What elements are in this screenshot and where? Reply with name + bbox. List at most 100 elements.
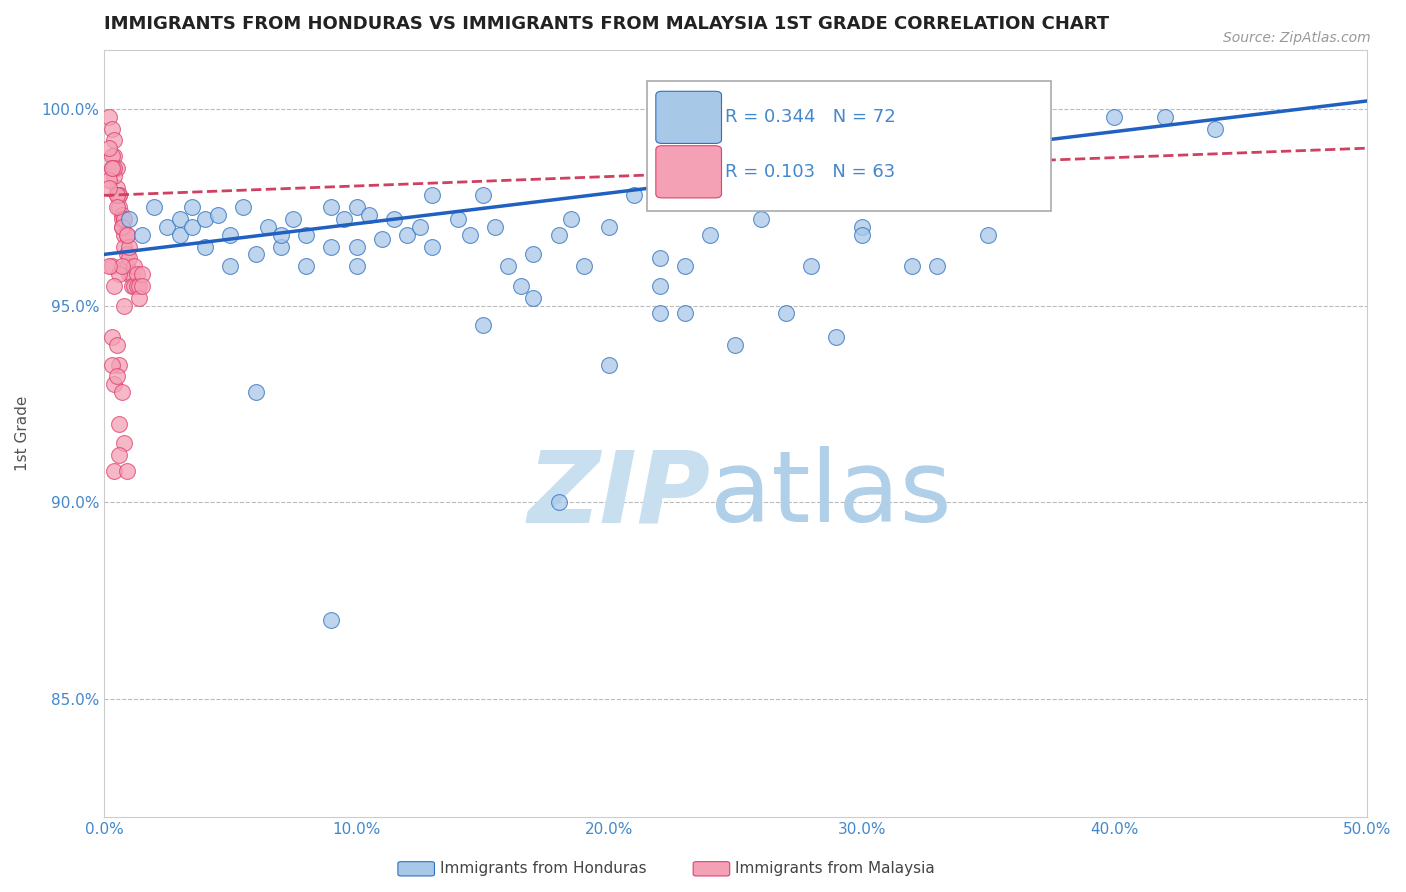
Point (100, 330, 122, 344)
Point (446, 212, 468, 227)
Point (111, 385, 134, 400)
Text: atlas: atlas (710, 446, 952, 543)
Point (112, 212, 135, 227)
Point (194, 212, 217, 227)
Point (346, 259, 368, 273)
Point (124, 278, 146, 293)
Point (100, 149, 122, 163)
Point (156, 219, 179, 234)
Point (232, 200, 254, 214)
Point (333, 212, 356, 227)
Point (245, 247, 267, 261)
Point (458, 227, 481, 242)
Point (98, 259, 121, 273)
Point (560, 212, 582, 227)
Point (598, 219, 620, 234)
Point (396, 227, 419, 242)
Point (115, 259, 138, 273)
Point (977, 227, 1000, 242)
Point (105, 369, 128, 384)
Point (825, 330, 848, 344)
Point (98, 172, 121, 186)
Point (219, 227, 242, 242)
Point (105, 161, 128, 175)
Point (496, 259, 519, 273)
Point (118, 212, 141, 227)
Point (901, 259, 924, 273)
Point (749, 212, 772, 227)
Point (169, 227, 191, 242)
Point (103, 464, 125, 478)
Point (420, 188, 443, 202)
Point (125, 267, 148, 281)
Point (118, 252, 141, 266)
Point (295, 259, 318, 273)
Point (105, 188, 128, 202)
Point (100, 161, 122, 175)
Point (124, 259, 146, 273)
Point (112, 212, 135, 227)
Point (169, 212, 191, 227)
Point (346, 200, 368, 214)
Point (118, 239, 141, 253)
Point (115, 227, 138, 242)
Point (775, 306, 797, 320)
Point (408, 219, 430, 234)
Point (98, 110, 121, 124)
Point (103, 169, 125, 183)
Point (111, 208, 134, 222)
Point (108, 188, 131, 202)
Point (283, 212, 305, 227)
Point (699, 227, 721, 242)
Point (547, 227, 569, 242)
Point (181, 200, 204, 214)
Point (509, 278, 531, 293)
FancyBboxPatch shape (655, 91, 721, 144)
Point (108, 188, 131, 202)
Point (108, 358, 131, 372)
Point (143, 200, 166, 214)
Point (112, 299, 135, 313)
Text: Immigrants from Honduras: Immigrants from Honduras (440, 862, 647, 876)
Point (100, 161, 122, 175)
Point (547, 495, 569, 509)
Point (1204, 121, 1226, 136)
Point (673, 259, 696, 273)
Point (623, 188, 645, 202)
Point (724, 188, 747, 202)
Point (851, 219, 873, 234)
Point (1102, 110, 1125, 124)
Point (108, 200, 131, 214)
Point (125, 278, 148, 293)
Text: IMMIGRANTS FROM HONDURAS VS IMMIGRANTS FROM MALAYSIA 1ST GRADE CORRELATION CHART: IMMIGRANTS FROM HONDURAS VS IMMIGRANTS F… (104, 15, 1109, 33)
Point (131, 278, 153, 293)
Point (128, 278, 150, 293)
Point (105, 338, 128, 352)
Point (598, 358, 620, 372)
Point (111, 219, 134, 234)
Point (103, 133, 125, 147)
Point (103, 377, 125, 392)
Point (673, 306, 696, 320)
Point (108, 417, 131, 431)
Point (131, 227, 153, 242)
Point (420, 239, 443, 253)
Point (346, 239, 368, 253)
Point (724, 338, 747, 352)
Text: Source: ZipAtlas.com: Source: ZipAtlas.com (1223, 31, 1371, 45)
Point (98, 180, 121, 194)
Point (1153, 110, 1175, 124)
Point (371, 232, 394, 246)
Point (98, 141, 121, 155)
Point (648, 278, 671, 293)
Point (257, 219, 280, 234)
Point (100, 358, 122, 372)
Point (105, 188, 128, 202)
Point (112, 436, 135, 450)
Point (128, 291, 150, 305)
Point (118, 267, 141, 281)
Point (103, 149, 125, 163)
Point (648, 306, 671, 320)
Point (112, 227, 135, 242)
Point (471, 188, 494, 202)
